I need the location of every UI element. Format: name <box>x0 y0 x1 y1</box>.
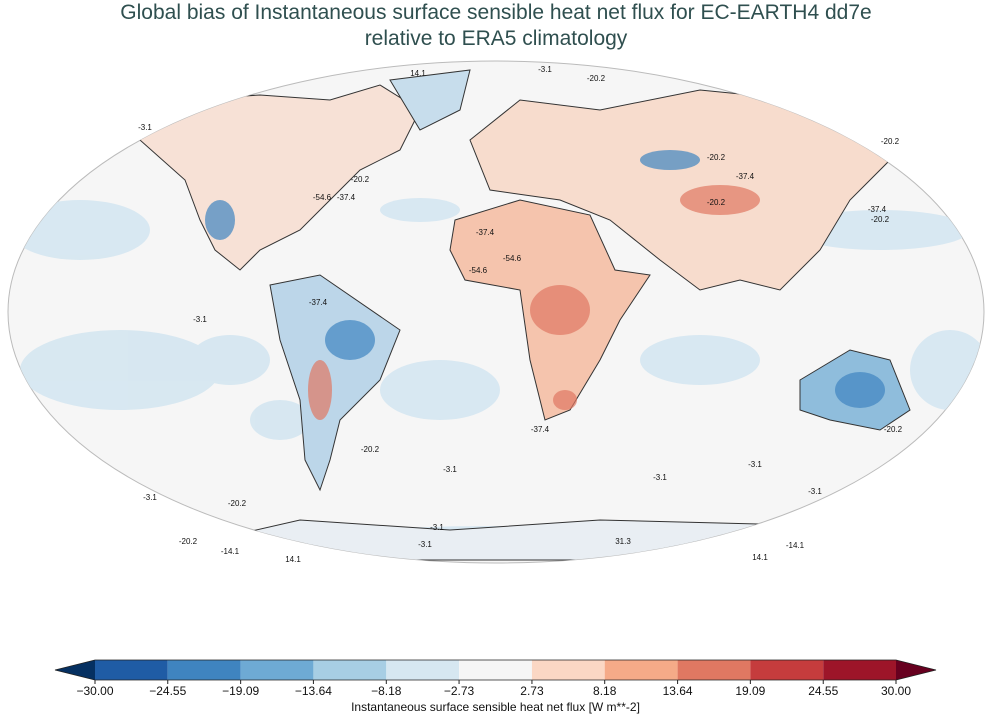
contour-label: -20.2 <box>351 175 370 184</box>
contour-label: -54.6 <box>503 254 522 263</box>
colorbar-tick-label: 24.55 <box>808 684 838 698</box>
greenland <box>389 69 471 131</box>
contour-label: -37.4 <box>868 205 887 214</box>
contour-label: -37.4 <box>337 193 356 202</box>
colorbar-bin <box>677 660 751 680</box>
contour-label: -3.1 <box>138 123 152 132</box>
contour-label: -20.2 <box>884 425 903 434</box>
contour-label: -37.4 <box>309 298 328 307</box>
colorbar-bin <box>167 660 241 680</box>
contour-label: -3.1 <box>653 473 667 482</box>
colorbar-tick-label: −19.09 <box>222 684 259 698</box>
map-field <box>10 69 984 561</box>
colorbar-tick-label: −30.00 <box>76 684 113 698</box>
contour-label: 31.3 <box>615 537 631 546</box>
colorbar-tick-label: −24.55 <box>149 684 186 698</box>
contour-label: -3.1 <box>193 315 207 324</box>
contour-label: -20.2 <box>707 153 726 162</box>
colorbar-tick-label: 2.73 <box>520 684 544 698</box>
title-line: Global bias of Instantaneous surface sen… <box>120 1 871 24</box>
colorbar-bin <box>531 660 605 680</box>
contour-labels: -3.1-20.214.1-3.1-20.2-54.6 -37.4-20.2-37… <box>138 65 903 564</box>
contour-label: -20.2 <box>179 537 198 546</box>
contour-label: 14.1 <box>410 69 426 78</box>
contour-label: -3.1 <box>430 523 444 532</box>
contour-label: -37.4 <box>531 425 550 434</box>
colorbar-label: Instantaneous surface sensible heat net … <box>351 700 640 714</box>
contour-label: -37.4 <box>476 228 495 237</box>
contour-label: -3.1 <box>143 493 157 502</box>
colorbar-tick-label: 19.09 <box>735 684 765 698</box>
contour-label: -3.1 <box>808 487 822 496</box>
contour-label: 14.1 <box>285 555 301 564</box>
colorbar-bin <box>95 660 168 680</box>
contour-label: -20.2 <box>228 499 247 508</box>
title-line: relative to ERA5 climatology <box>365 27 628 50</box>
contour-label: -20.2 <box>881 137 900 146</box>
contour-label: 14.1 <box>752 553 768 562</box>
colorbar-tick-label: 13.64 <box>663 684 693 698</box>
contour-label: -20.2 <box>587 74 606 83</box>
contour-label: -3.1 <box>443 465 457 474</box>
contour-label: -20.2 <box>707 198 726 207</box>
colorbar-tick-label: −13.64 <box>295 684 332 698</box>
colorbar-tick-label: 8.18 <box>593 684 617 698</box>
contour-label: -37.4 <box>736 172 755 181</box>
contour-label: -14.1 <box>221 547 240 556</box>
eurasia <box>469 89 901 291</box>
contour-label: -20.2 <box>871 215 890 224</box>
north-america <box>98 84 421 271</box>
colorbar-bin <box>823 660 896 680</box>
colorbar-tick-label: 30.00 <box>881 684 911 698</box>
contour-label: -20.2 <box>361 445 380 454</box>
contour-label: -3.1 <box>418 540 432 549</box>
colorbar-bin <box>604 660 678 680</box>
contour-label: -54.6 <box>469 266 488 275</box>
colorbar-tick-label: −8.18 <box>371 684 402 698</box>
colorbar-extend <box>55 660 95 680</box>
colorbar-bin <box>386 660 460 680</box>
contour-label: -54.6 <box>313 193 332 202</box>
contour-label: -3.1 <box>538 65 552 74</box>
colorbar-bin <box>313 660 387 680</box>
colorbar-extend <box>896 660 936 680</box>
colorbar-bin <box>240 660 314 680</box>
colorbar-bin <box>750 660 824 680</box>
contour-label: -3.1 <box>748 460 762 469</box>
contour-label: -14.1 <box>786 541 805 550</box>
colorbar-tick-label: −2.73 <box>444 684 475 698</box>
colorbar-bin <box>459 660 532 680</box>
colorbar: −30.00 −24.55 −19.09 −13.64 −8.18 −2.73 2.73 8.… <box>54 659 937 714</box>
